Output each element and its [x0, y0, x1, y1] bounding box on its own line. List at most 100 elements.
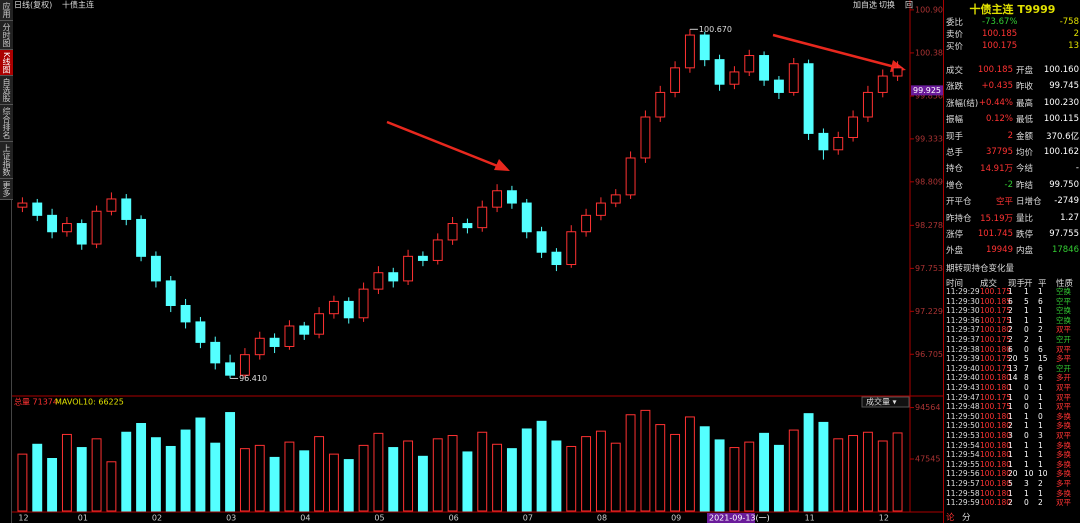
toolbar-button[interactable]: 上证指数 [0, 142, 13, 180]
trade-cell: 多开 [1056, 373, 1071, 383]
candle-body [121, 198, 132, 220]
trade-cell: 1 [1038, 421, 1043, 431]
header-button[interactable]: 加自选 [853, 0, 877, 10]
candle-body [536, 231, 547, 253]
quote-value: 100.162 [1043, 147, 1079, 157]
quote-value: 100.185 [982, 29, 1018, 39]
period: 日线(复权) [14, 0, 52, 10]
y-tick-label: 97.229 [915, 307, 943, 316]
trade-cell: 11:29:38 [946, 344, 980, 354]
quote-label: 金额 [1016, 131, 1034, 142]
trade-cell: 1 [1008, 287, 1013, 296]
trade-cell: 1 [1038, 383, 1043, 392]
x-tick-label: 03 [226, 514, 236, 523]
trade-cell: 1 [1024, 287, 1029, 296]
trade-row: 11:29:47 100.175 1 0 1 双平 [946, 393, 1079, 402]
trade-cell: 空换 [1056, 287, 1071, 296]
toolbar-button[interactable]: K线图 [0, 50, 13, 77]
volume-bar [150, 437, 161, 512]
quote-label: 现手 [946, 131, 964, 142]
x-tick-label: 09 [671, 514, 681, 523]
volume-bar [759, 432, 770, 512]
symbol: 十债主连 [62, 0, 94, 10]
candle-body [655, 91, 666, 118]
toolbar-button[interactable]: 自选股 [0, 76, 13, 106]
volume-bar [32, 443, 43, 512]
toolbar-button[interactable]: 更多 [0, 179, 13, 201]
x-tick-label: 12 [879, 514, 889, 523]
candle-body [729, 71, 740, 85]
trade-row: 11:29:59 100.180 2 0 2 双平 [946, 498, 1079, 507]
trade-cell: 0 [1038, 411, 1043, 421]
trade-row: 11:29:50 100.180 1 1 0 多换 [946, 412, 1079, 421]
quote-row: 涨幅(结) +0.44% 最高 100.230 [946, 97, 1079, 109]
x-tick-label: 08 [597, 514, 607, 523]
candle-body [803, 63, 814, 134]
candle-body [833, 136, 844, 151]
trade-cell: 0 [1024, 325, 1029, 335]
quote-row: 振幅 0.12% 最低 100.115 [946, 113, 1079, 125]
volume-selector[interactable] [861, 396, 910, 408]
trade-cell: 11:29:43 [946, 383, 980, 392]
volume-bar [403, 440, 414, 512]
toolbar-button[interactable]: 分时图 [0, 21, 13, 50]
quote-row: 昨持仓 15.19万 量比 1.27 [946, 212, 1079, 224]
trade-cell: 100.175 [980, 335, 1012, 344]
trade-cell: 1 [1024, 411, 1029, 421]
trade-cell: 0 [1024, 402, 1029, 412]
trade-cell: 双平 [1056, 431, 1071, 440]
quote-label: 增仓 [946, 180, 964, 191]
trade-header-cell: 性质 [1056, 279, 1074, 289]
toolbar-button[interactable]: 综合排名 [0, 105, 13, 143]
trade-cell: 6 [1008, 296, 1013, 306]
trade-cell: 多换 [1056, 469, 1071, 479]
trade-cell: 多换 [1056, 421, 1071, 431]
header-button[interactable]: 回 [905, 1, 913, 10]
quote-label: 成交 [946, 66, 964, 76]
volume-bar [284, 441, 295, 512]
quote-value: 19949 [985, 245, 1013, 256]
candle-body [877, 75, 888, 93]
tab[interactable]: 分 [962, 513, 971, 523]
volume-bar [61, 433, 72, 512]
trade-cell: 100.180 [980, 411, 1012, 421]
trade-cell: 1 [1038, 315, 1043, 325]
tab[interactable]: 论 [946, 513, 955, 523]
candle-body [862, 91, 873, 118]
volume-selector-text[interactable]: 成交量 ▾ [866, 397, 897, 407]
header-button[interactable]: 切换 [879, 0, 895, 10]
quote-row: 外盘 19949 内盘 17846 [946, 244, 1079, 256]
toolbar-button[interactable]: 应用 [0, 0, 13, 21]
trade-cell: 100.185 [980, 296, 1012, 306]
trade-cell: 100.175 [980, 315, 1012, 325]
trade-cell: 多换 [1056, 440, 1071, 450]
trade-cell: 11:29:36 [946, 315, 980, 325]
candle-body [581, 214, 592, 233]
candle-body [373, 272, 384, 290]
x-tick-label: 05 [374, 514, 384, 523]
trade-cell: 双平 [1056, 402, 1071, 412]
trade-cell: 11:29:30 [946, 306, 980, 316]
candle-body [610, 194, 621, 204]
trade-cell: 多换 [1056, 459, 1071, 469]
trade-cell: 100.175 [980, 402, 1012, 412]
volume-bar [195, 417, 206, 512]
trade-row: 11:29:36 100.175 1 1 1 空换 [946, 316, 1079, 325]
quote-value: 15.19万 [980, 213, 1013, 224]
volume-bar [106, 461, 117, 512]
volume-bar [581, 436, 592, 512]
candle-body [299, 325, 310, 335]
trade-cell: 10 [1038, 469, 1048, 479]
quote-label: 均价 [1016, 148, 1034, 158]
x-tick-label: 02 [152, 514, 162, 523]
trade-row: 11:29:56 100.180 20 10 10 多换 [946, 469, 1079, 478]
volume-bar [358, 444, 369, 512]
volume-bar [877, 440, 888, 512]
candle-body [506, 190, 517, 204]
volume-bar [892, 432, 903, 512]
trade-cell: 100.180 [980, 459, 1012, 469]
trade-row: 11:29:37 100.175 2 2 1 空开 [946, 335, 1079, 344]
candle-body [477, 206, 488, 229]
quote-value: 100.115 [1043, 114, 1079, 125]
y-tick-label: 47545 [915, 454, 940, 463]
